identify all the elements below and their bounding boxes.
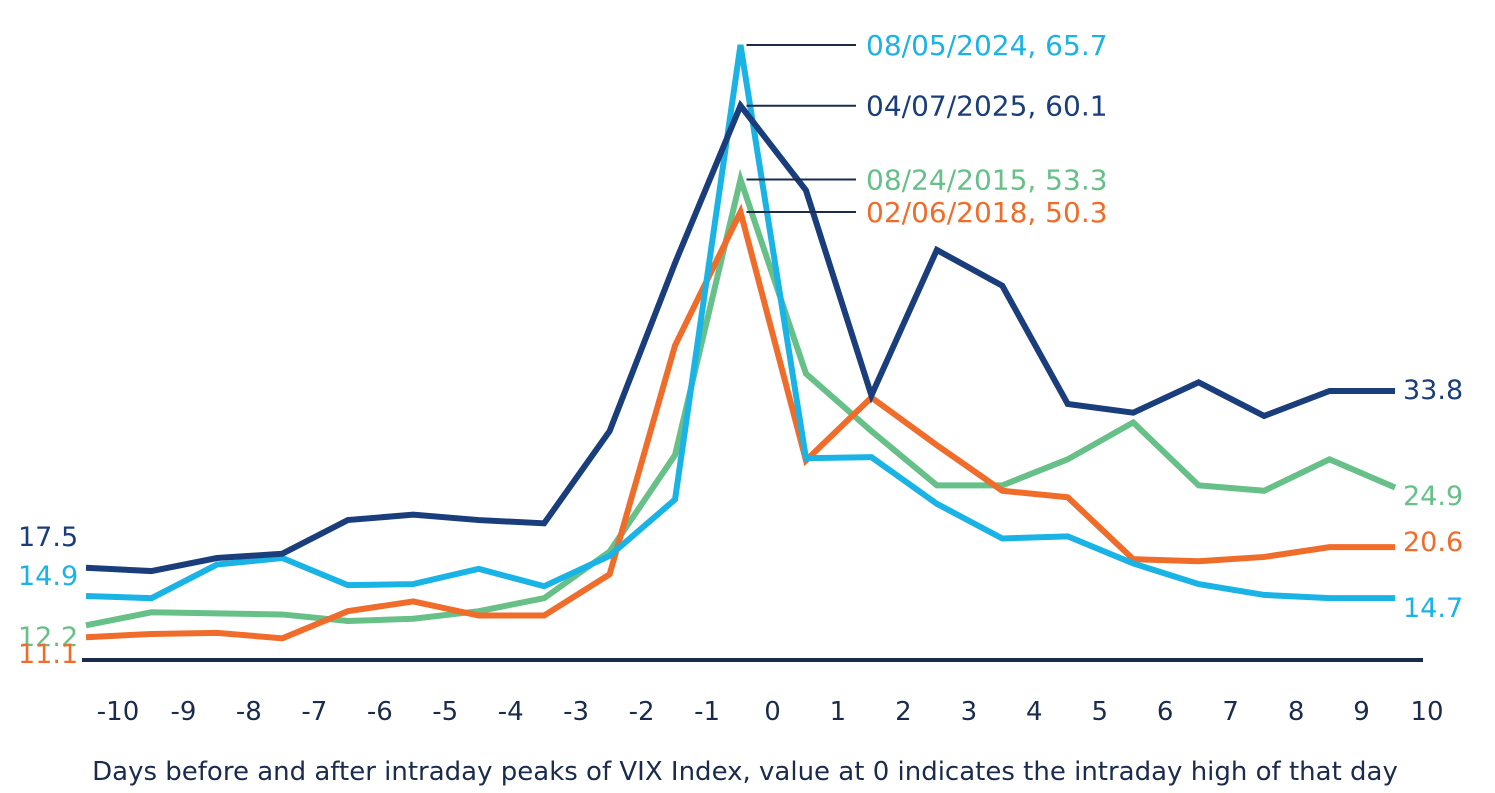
series-start-label: 11.1 [18,639,78,670]
x-tick-label: -2 [629,697,655,727]
peak-label: 08/05/2024, 65.7 [866,29,1108,62]
series-line-3 [85,203,1395,642]
x-tick-label: 10 [1410,697,1443,727]
x-axis-ticks: -10 -9 -8 -7 -6 -5 -4 -3 -2 -1 0 1 2 3 4 5 6 7 8 9 10 [97,697,1444,727]
x-tick-label: -3 [563,697,589,727]
peak-label: 08/24/2015, 53.3 [866,163,1108,196]
x-tick-label: 7 [1222,697,1239,727]
x-tick-label: 6 [1157,697,1174,727]
x-tick-label: -7 [301,697,327,727]
x-tick-label: -9 [170,697,196,727]
series-lines [85,44,1397,642]
series-start-label: 12.2 [18,622,78,653]
x-tick-label: -6 [367,697,393,727]
peak-leader-lines [746,43,856,213]
x-tick-label: 2 [895,697,912,727]
x-axis-title: Days before and after intraday peaks of … [92,757,1398,787]
series-start-label: 17.5 [18,522,78,553]
x-tick-label: 0 [764,697,781,727]
x-tick-label: -1 [694,697,720,727]
x-tick-label: 8 [1288,697,1305,727]
series-end-label: 20.6 [1403,527,1463,558]
peak-label: 02/06/2018, 50.3 [866,196,1108,229]
series-labels: 04/07/2025, 60.1 17.5 33.8 08/05/2024, 65.7… [18,29,1463,670]
x-tick-label: 4 [1026,697,1043,727]
x-tick-label: -10 [97,697,139,727]
series-end-label: 24.9 [1403,481,1463,512]
series-start-label: 14.9 [18,561,78,592]
series-line-1 [85,44,1395,602]
x-tick-label: -4 [498,697,524,727]
x-tick-label: 5 [1091,697,1108,727]
peak-label: 04/07/2025, 60.1 [866,90,1108,123]
series-end-label: 14.7 [1403,593,1463,624]
x-tick-label: 9 [1353,697,1370,727]
x-tick-label: -8 [236,697,262,727]
x-tick-label: 3 [961,697,978,727]
x-tick-label: -5 [432,697,458,727]
series-end-label: 33.8 [1403,375,1463,406]
x-tick-label: 1 [830,697,847,727]
